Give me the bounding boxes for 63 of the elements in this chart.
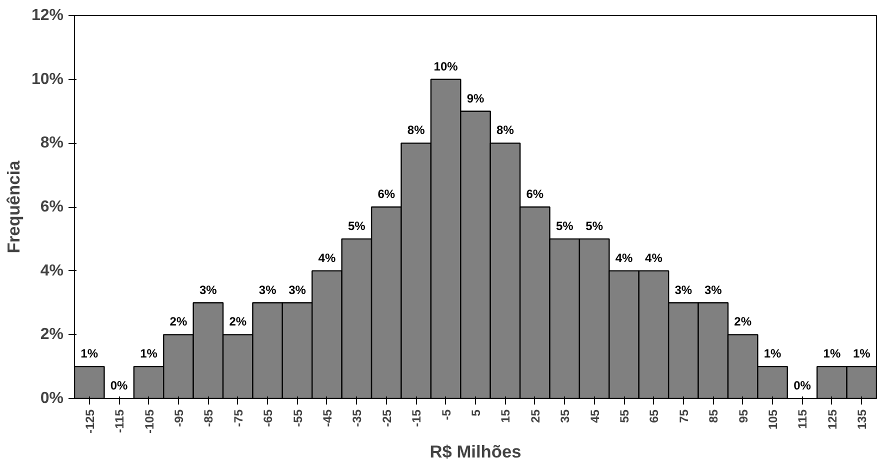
x-tick-label: -85 <box>202 409 216 427</box>
data-label: 2% <box>734 314 752 329</box>
x-tick-label: 5 <box>469 409 483 416</box>
data-label: 4% <box>615 250 634 265</box>
x-tick-label: 95 <box>736 409 750 423</box>
data-label: 9% <box>466 91 484 106</box>
y-tick-label: 12% <box>31 7 64 24</box>
y-tick-label: 8% <box>40 134 64 152</box>
data-label: 4% <box>645 250 663 265</box>
x-tick-label: 45 <box>588 409 602 423</box>
data-label: 1% <box>80 346 98 361</box>
x-tick-label: -15 <box>410 409 424 427</box>
x-tick-label: 125 <box>825 409 840 430</box>
data-label: 1% <box>852 346 871 361</box>
data-label: 4% <box>318 250 336 265</box>
y-tick-label: 4% <box>40 262 64 280</box>
x-tick-label: 65 <box>647 409 662 423</box>
data-label: 10% <box>434 59 458 74</box>
data-label: 8% <box>407 123 426 138</box>
y-tick-label: 2% <box>40 326 64 344</box>
x-tick-label: 55 <box>618 409 632 423</box>
x-tick-label: -25 <box>380 409 394 427</box>
data-label: 5% <box>348 218 366 233</box>
x-tick-label: -115 <box>112 409 127 433</box>
data-label: 8% <box>496 123 514 138</box>
x-tick-label: 115 <box>796 409 810 429</box>
data-label: 1% <box>823 346 841 361</box>
x-tick-label: -55 <box>290 409 305 427</box>
y-axis-title: Frequência <box>3 160 24 254</box>
x-tick-label: 25 <box>528 409 542 423</box>
data-label: 3% <box>704 282 722 297</box>
x-tick-label: 15 <box>498 409 513 423</box>
data-label: 1% <box>764 346 782 361</box>
data-label: 3% <box>199 282 218 297</box>
x-tick-label: 105 <box>766 409 780 430</box>
x-tick-label: -35 <box>350 409 364 427</box>
x-tick-label: 85 <box>706 409 721 423</box>
data-label: 5% <box>556 218 574 233</box>
y-tick-label: 10% <box>31 70 64 88</box>
data-label: 6% <box>526 187 544 201</box>
x-tick-label: 35 <box>558 409 572 423</box>
data-label: 2% <box>170 314 188 329</box>
x-tick-label: 135 <box>855 409 870 430</box>
data-label: 2% <box>229 314 247 329</box>
data-label: 6% <box>378 187 396 201</box>
x-tick-label: -65 <box>261 409 276 427</box>
y-tick-label: 6% <box>40 198 64 216</box>
data-label: 3% <box>674 282 692 297</box>
data-label: 3% <box>258 282 277 297</box>
x-tick-label: -105 <box>142 409 156 434</box>
data-label: 5% <box>586 218 604 233</box>
x-axis-title: R$ Milhões <box>430 442 522 462</box>
x-tick-label: 75 <box>676 409 691 423</box>
data-label: 1% <box>140 346 158 361</box>
x-tick-label: -45 <box>320 409 334 427</box>
x-tick-label: -95 <box>172 409 186 427</box>
data-label: 0% <box>794 378 812 392</box>
x-tick-label: -125 <box>82 409 97 434</box>
data-label: 3% <box>288 282 306 297</box>
x-tick-label: -5 <box>439 409 454 420</box>
x-tick-label: -75 <box>231 409 246 427</box>
y-tick-label: 0% <box>40 390 64 407</box>
data-label: 0% <box>110 378 128 392</box>
